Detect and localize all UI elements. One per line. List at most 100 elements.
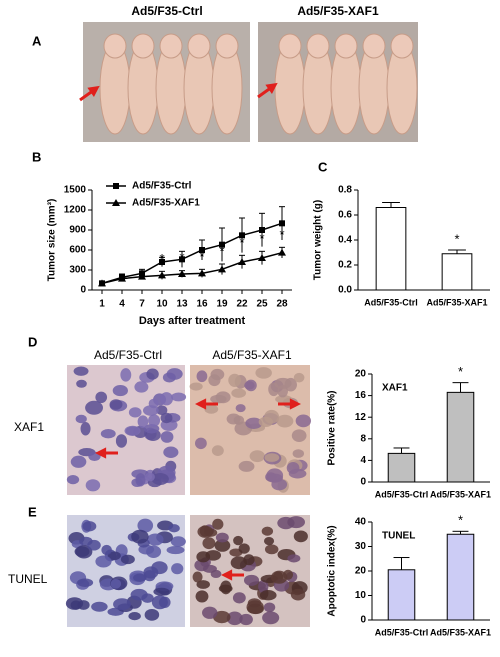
nucleus xyxy=(131,529,149,544)
legend-label: Ad5/F35-Ctrl xyxy=(132,181,192,192)
nucleus xyxy=(109,399,123,410)
nucleus xyxy=(77,578,94,587)
nucleus xyxy=(292,449,305,458)
y-tick-label: 8 xyxy=(360,433,366,444)
arrow-head xyxy=(195,398,207,410)
arrow-head xyxy=(221,569,233,581)
annotation: * xyxy=(199,249,204,264)
row-label: TUNEL xyxy=(8,572,48,586)
marker xyxy=(219,241,225,248)
marker xyxy=(278,248,286,256)
bar xyxy=(446,533,475,621)
arrow-head xyxy=(87,85,100,97)
nucleus xyxy=(258,579,269,594)
marker xyxy=(279,220,285,227)
nucleus xyxy=(137,518,154,533)
nucleus xyxy=(110,578,122,589)
nucleus xyxy=(288,468,307,479)
chart-title: TUNEL xyxy=(382,531,415,542)
y-axis-label: Positive rate(%) xyxy=(327,390,338,465)
nucleus xyxy=(194,559,209,572)
x-tick-label: Ad5/F35-XAF1 xyxy=(430,489,491,499)
nucleus xyxy=(215,391,231,404)
nucleus xyxy=(263,602,276,613)
annotation: * xyxy=(239,235,244,250)
legend-marker xyxy=(113,183,119,189)
nucleus xyxy=(243,554,255,566)
y-tick-label: 4 xyxy=(360,455,366,466)
marker xyxy=(179,256,185,263)
y-tick-label: 1200 xyxy=(64,205,87,216)
nucleus xyxy=(143,566,159,579)
nucleus xyxy=(226,611,243,626)
nucleus xyxy=(226,413,241,425)
x-tick-label: 22 xyxy=(236,299,248,310)
nucleus xyxy=(277,385,288,398)
legend-marker xyxy=(112,199,120,206)
mouse-head xyxy=(362,33,386,59)
legend-label: Ad5/F35-XAF1 xyxy=(132,198,200,209)
nucleus xyxy=(112,385,128,397)
x-tick-label: Ad5/F35-Ctrl xyxy=(375,627,429,637)
y-tick-label: 0 xyxy=(80,285,86,296)
y-tick-label: 0.4 xyxy=(338,235,352,246)
nucleus xyxy=(231,388,247,398)
marker xyxy=(259,227,265,233)
nucleus xyxy=(275,395,293,404)
arrow-head xyxy=(95,447,107,459)
nucleus xyxy=(196,580,210,589)
nucleus xyxy=(264,544,279,555)
nucleus xyxy=(160,392,173,406)
nucleus xyxy=(75,414,87,424)
marker xyxy=(159,259,165,265)
y-tick-label: 0 xyxy=(360,477,366,488)
x-tick-label: 25 xyxy=(256,299,268,310)
nucleus xyxy=(291,429,307,442)
nucleus xyxy=(264,453,280,462)
x-tick-label: 13 xyxy=(176,299,188,310)
nucleus xyxy=(249,450,265,463)
nucleus xyxy=(202,537,216,550)
nucleus xyxy=(214,539,231,552)
y-tick-label: 1500 xyxy=(64,185,87,196)
nucleus xyxy=(244,381,255,390)
nucleus xyxy=(153,587,170,596)
nucleus xyxy=(91,601,108,612)
nucleus xyxy=(170,536,186,547)
nucleus xyxy=(120,368,132,382)
marker xyxy=(258,254,266,261)
nucleus xyxy=(85,400,103,415)
nucleus xyxy=(166,368,183,380)
nucleus xyxy=(147,533,164,546)
mouse-head xyxy=(159,33,183,59)
y-axis-label: Apoptotic index(%) xyxy=(327,525,338,616)
nucleus xyxy=(195,437,207,450)
bar xyxy=(441,253,473,291)
nucleus xyxy=(199,525,210,537)
nucleus xyxy=(100,429,116,439)
x-tick-label: 19 xyxy=(216,299,228,310)
nucleus xyxy=(262,611,280,625)
nucleus xyxy=(70,455,87,468)
nucleus xyxy=(258,416,274,428)
x-tick-label: 7 xyxy=(139,299,145,310)
y-tick-label: 0.2 xyxy=(338,260,352,271)
nucleus xyxy=(210,569,222,579)
bar xyxy=(375,207,407,291)
nucleus xyxy=(196,370,208,383)
nucleus xyxy=(95,391,108,403)
nucleus xyxy=(142,405,159,416)
y-tick-label: 20 xyxy=(355,566,367,577)
mouse-head xyxy=(131,33,155,59)
y-tick-label: 20 xyxy=(355,369,367,380)
panel-label: C xyxy=(318,159,328,174)
nucleus xyxy=(101,544,112,556)
bar xyxy=(446,391,475,483)
nucleus xyxy=(74,546,90,557)
photo-caption: Ad5/F35-XAF1 xyxy=(297,4,379,18)
nucleus xyxy=(131,469,149,479)
nucleus xyxy=(130,588,148,601)
nucleus xyxy=(73,366,89,376)
panel-label: E xyxy=(28,504,37,519)
